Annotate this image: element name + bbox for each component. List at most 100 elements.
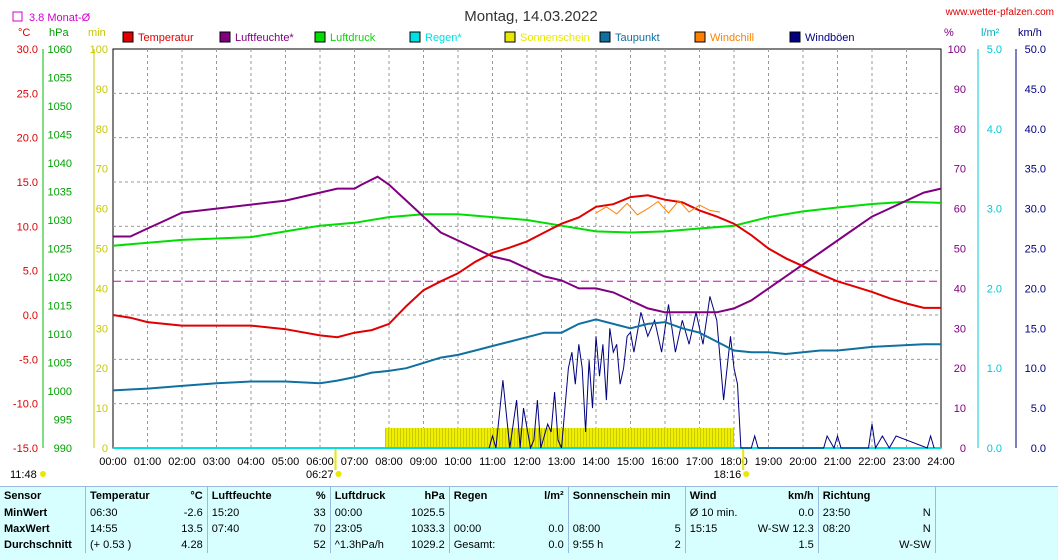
time-tick-label: 02:00 xyxy=(168,456,196,468)
pressure-tick-label: 1010 xyxy=(48,329,72,341)
time-tick-label: 05:00 xyxy=(272,456,300,468)
humidity-tick-label: 80 xyxy=(954,124,966,136)
time-tick-label: 08:00 xyxy=(375,456,403,468)
temp-tick-label: -15.0 xyxy=(13,443,38,455)
dir-time xyxy=(817,537,882,553)
temp-val: 13.5 xyxy=(181,523,203,535)
press-time: 00:00 xyxy=(329,505,394,521)
temp-tick-label: 5.0 xyxy=(23,266,38,278)
pressure-unit: hPa xyxy=(49,27,69,39)
wind-val: 0.0 xyxy=(798,507,814,519)
hum-time: 07:40 xyxy=(206,521,286,537)
humidity-tick-label: 0 xyxy=(960,443,966,455)
humidity-tick-label: 40 xyxy=(954,283,966,295)
hdr-wind-unit: km/h xyxy=(788,490,814,502)
dir-time: 23:50 xyxy=(817,505,882,521)
temp-tick-label: 0.0 xyxy=(23,310,38,322)
time-tick-label: 11:00 xyxy=(479,456,506,468)
windchill-line xyxy=(595,199,721,216)
stats-row-min: MinWert 06:30 -2.6 15:20 33 00:00 1025.5… xyxy=(0,505,944,521)
wind-val: W-SW 12.3 xyxy=(757,523,814,535)
legend-swatch xyxy=(314,31,326,43)
temp-tick-label: 30.0 xyxy=(17,44,38,56)
sun-tick-label: 70 xyxy=(96,164,108,176)
pressure-tick-label: 995 xyxy=(54,415,72,427)
sun-val: 5 xyxy=(674,523,681,535)
dir-val: N xyxy=(922,523,931,535)
legend-swatch xyxy=(504,31,516,43)
sun-time: 08:00 xyxy=(567,521,654,537)
legend-label: Taupunkt xyxy=(615,32,660,44)
sunset-label: 18:16 xyxy=(714,469,742,481)
dir-val: N xyxy=(922,507,931,519)
sun-tick-label: 10 xyxy=(96,403,108,415)
rain-val: 0.0 xyxy=(548,523,564,535)
temp-time: 06:30 xyxy=(84,505,154,521)
time-tick-label: 09:00 xyxy=(410,456,438,468)
sun-tick-label: 50 xyxy=(96,244,108,256)
right-axes: 10090807060504030201005.04.03.02.01.00.0… xyxy=(948,44,1046,455)
humidity-unit: % xyxy=(944,27,954,39)
rain-time: Gesamt: xyxy=(448,537,513,553)
wind-tick-label: 20.0 xyxy=(1025,283,1046,295)
humidity-tick-label: 30 xyxy=(954,323,966,335)
wind-tick-label: 25.0 xyxy=(1025,244,1046,256)
pressure-tick-label: 1025 xyxy=(48,244,72,256)
time-tick-label: 24:00 xyxy=(927,456,955,468)
sun-tick-label: 90 xyxy=(96,84,108,96)
temp-val: -2.6 xyxy=(183,507,203,519)
wind-tick-label: 50.0 xyxy=(1025,44,1046,56)
legend-swatch xyxy=(219,31,231,43)
wind-time: Ø 10 min. xyxy=(684,505,754,521)
sunrise-label: 06:27 xyxy=(306,469,334,481)
time-tick-label: 14:00 xyxy=(582,456,610,468)
temp-unit: °C xyxy=(18,27,30,39)
wind-tick-label: 35.0 xyxy=(1025,164,1046,176)
wind-tick-label: 5.0 xyxy=(1031,403,1046,415)
hum-time xyxy=(206,537,286,553)
temp-time: (+ 0.53 ) xyxy=(84,537,154,553)
humidity-line xyxy=(113,175,942,314)
time-tick-label: 16:00 xyxy=(651,456,679,468)
weather-chart: Montag, 14.03.2022 www.wetter-pfalzen.co… xyxy=(10,7,1054,481)
hdr-hum: Luftfeuchte xyxy=(206,487,286,505)
stats-header-row: Sensor Temperatur °C Luftfeuchte % Luftd… xyxy=(0,487,944,505)
pressure-tick-label: 1045 xyxy=(48,130,72,142)
press-val: 1025.5 xyxy=(411,507,445,519)
rain-val xyxy=(513,505,569,521)
time-tick-label: 03:00 xyxy=(203,456,231,468)
hum-val: 70 xyxy=(313,523,326,535)
rain-tick-label: 3.0 xyxy=(987,204,1002,216)
dewpoint-line xyxy=(112,318,941,392)
left-axes: 30.0 25.0 20.0 15.0 10.0 5.0 0.0 -5.0 -10.0 -15.0… xyxy=(13,44,108,455)
rain-tick-label: 0.0 xyxy=(987,443,1002,455)
press-time: 23:05 xyxy=(329,521,394,537)
hdr-wind: Wind xyxy=(684,487,754,505)
pressure-tick-label: 1030 xyxy=(48,215,72,227)
time-tick-label: 20:00 xyxy=(789,456,817,468)
sun-val: 2 xyxy=(674,539,681,551)
sun-tick-label: 100 xyxy=(90,44,108,56)
pressure-tick-label: 990 xyxy=(54,443,72,455)
wind-tick-label: 10.0 xyxy=(1025,363,1046,375)
time-tick-label: 00:00 xyxy=(99,456,127,468)
time-tick-label: 21:00 xyxy=(824,456,852,468)
sun-icon xyxy=(40,471,46,477)
rain-tick-label: 2.0 xyxy=(987,283,1002,295)
sun-tick-label: 30 xyxy=(96,323,108,335)
wind-tick-label: 40.0 xyxy=(1025,124,1046,136)
hdr-press-unit: hPa xyxy=(424,490,445,502)
hdr-sensor: Sensor xyxy=(4,490,42,502)
wind-time: 15:15 xyxy=(684,521,754,537)
hum-val: 33 xyxy=(313,507,326,519)
legend-label: Luftfeuchte* xyxy=(235,32,294,44)
hdr-rain-unit: l/m² xyxy=(544,490,564,502)
temp-tick-label: 20.0 xyxy=(17,133,38,145)
legend-label: Sonnenschein xyxy=(520,32,590,44)
humidity-tick-label: 50 xyxy=(954,244,966,256)
humidity-tick-label: 60 xyxy=(954,204,966,216)
humidity-tick-label: 70 xyxy=(954,164,966,176)
sun-val xyxy=(653,505,685,521)
humidity-tick-label: 100 xyxy=(948,44,966,56)
humidity-tick-label: 10 xyxy=(954,403,966,415)
